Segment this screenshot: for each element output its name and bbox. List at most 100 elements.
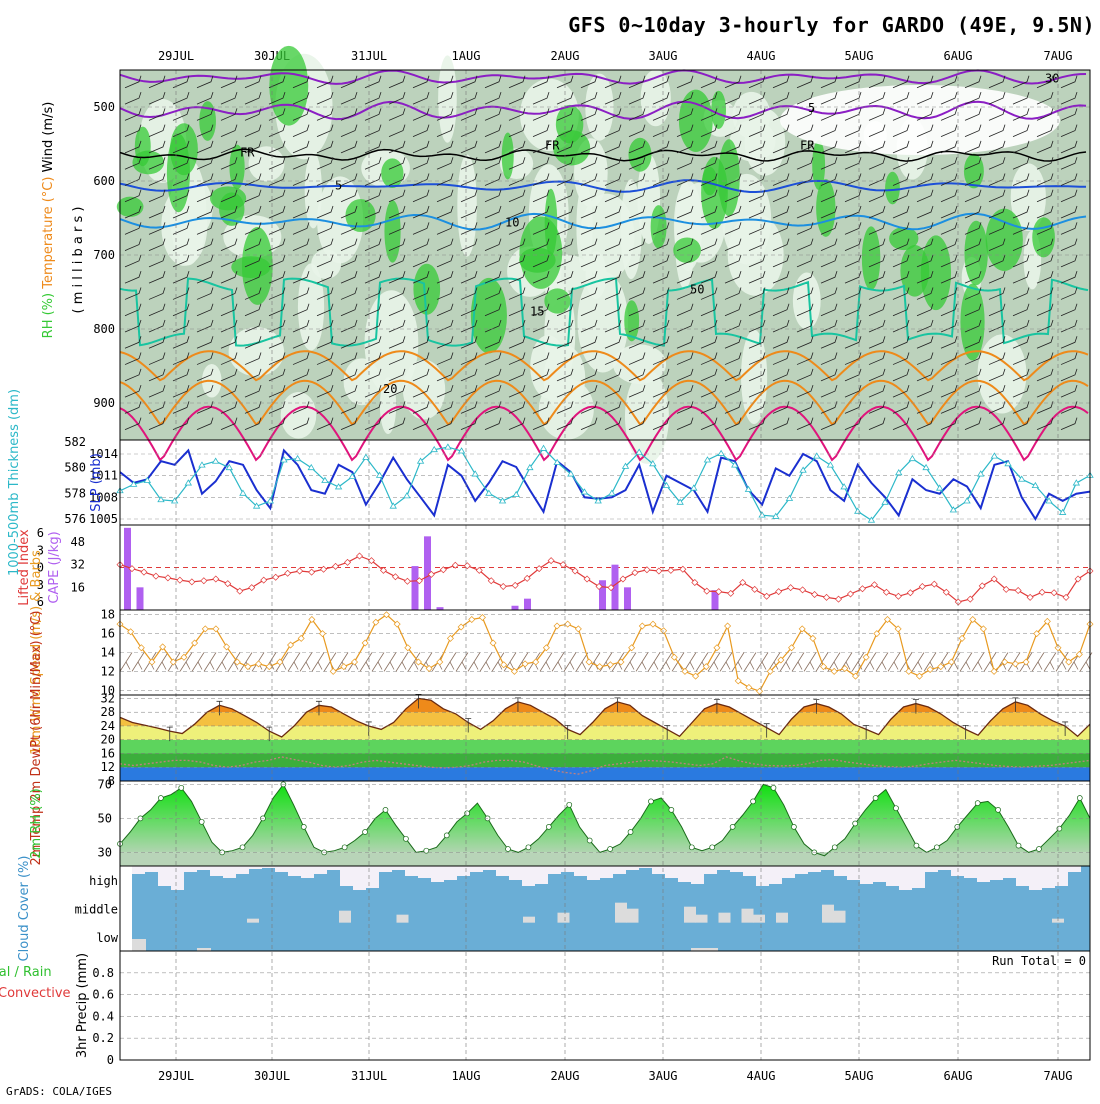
lifted-index-point bbox=[499, 582, 507, 590]
wind-barb bbox=[316, 189, 334, 203]
wind-barb bbox=[580, 222, 598, 235]
wind-barb-10m bbox=[635, 652, 649, 672]
temp-band bbox=[120, 739, 1090, 754]
wind-speed-point bbox=[947, 658, 955, 666]
wind-speed-point bbox=[1065, 658, 1073, 666]
thickness-point bbox=[252, 502, 261, 509]
cloud-high-bar bbox=[899, 866, 912, 890]
wind-barb bbox=[1060, 401, 1078, 414]
wind-barb bbox=[1012, 287, 1030, 300]
cloud-high-bar bbox=[301, 866, 314, 878]
wind-barb bbox=[700, 319, 718, 333]
wind-barb bbox=[1036, 336, 1054, 349]
wind-barb bbox=[388, 303, 406, 317]
wind-barb bbox=[796, 254, 814, 268]
cloud-high-bar bbox=[964, 866, 977, 878]
rh-moist-patch bbox=[861, 226, 881, 291]
wind-barb bbox=[316, 75, 334, 89]
wind-barb bbox=[604, 222, 622, 235]
wind-barb bbox=[532, 108, 550, 121]
wind-barb bbox=[1036, 238, 1054, 251]
wind-barb bbox=[700, 352, 718, 365]
wind-barb bbox=[1012, 384, 1030, 398]
wind-barb bbox=[124, 303, 142, 317]
wind-barb bbox=[700, 336, 718, 349]
slp-tick-label: 1011 bbox=[89, 469, 118, 483]
lifted-index-point bbox=[320, 565, 328, 573]
rh-point bbox=[382, 807, 389, 813]
wind-barb bbox=[412, 417, 430, 431]
wind-barb bbox=[628, 157, 646, 170]
wind-barb-10m bbox=[335, 652, 349, 672]
wind-barb bbox=[484, 368, 502, 382]
wind-barb bbox=[412, 222, 430, 235]
wind-barb-10m bbox=[443, 652, 457, 672]
wind-barb bbox=[460, 319, 478, 333]
wind-barb bbox=[220, 189, 238, 203]
wind-barb bbox=[820, 271, 838, 284]
wind-barb bbox=[220, 271, 238, 284]
wind-barb bbox=[916, 108, 934, 121]
wind-barb-10m bbox=[455, 652, 469, 672]
wind-barb bbox=[700, 124, 718, 138]
wind-barb bbox=[148, 401, 166, 414]
cape-tick-label: 48 bbox=[71, 535, 85, 549]
wind-barb bbox=[988, 222, 1006, 235]
wind-barb bbox=[940, 417, 958, 431]
wind-barb bbox=[292, 205, 310, 219]
rh-moist-patch bbox=[628, 137, 652, 172]
run-total-label: Run Total = 0 bbox=[992, 954, 1086, 968]
wind-barb bbox=[292, 124, 310, 138]
wind-barb bbox=[652, 254, 670, 268]
panel-frame bbox=[119, 439, 1091, 526]
cloud-high-bar bbox=[574, 866, 587, 876]
wind-barb bbox=[124, 91, 142, 105]
wind-speed-point bbox=[319, 630, 327, 638]
li-tick-label: 3 bbox=[37, 578, 44, 592]
cloud-high-bar bbox=[353, 866, 366, 890]
wind-barb bbox=[724, 238, 742, 251]
wind-barb bbox=[124, 271, 142, 284]
wind-barb bbox=[916, 238, 934, 251]
wind-barb bbox=[268, 140, 286, 154]
wind-barb bbox=[580, 173, 598, 186]
wind-barb bbox=[460, 368, 478, 382]
wind-barb bbox=[1012, 271, 1030, 284]
cloud-high-bar bbox=[275, 866, 288, 872]
wind-barb bbox=[772, 75, 790, 89]
chart-title: GFS 0~10day 3-hourly for GARDO (49E, 9.5… bbox=[568, 13, 1095, 37]
wind-barb bbox=[676, 287, 694, 300]
wind-barb bbox=[892, 384, 910, 398]
wind-tick-label: 14 bbox=[101, 646, 115, 660]
wind-barb bbox=[412, 271, 430, 284]
wind-barb bbox=[820, 238, 838, 251]
thickness-point bbox=[772, 512, 780, 519]
temp-minmax-bar bbox=[315, 700, 322, 716]
wind-barb bbox=[148, 238, 166, 251]
temp-ylabel: 2m Temp 2m DewPt (6hr Min/Max) (°C) bbox=[29, 611, 44, 866]
wind-barb bbox=[148, 222, 166, 235]
cloud-high-bar bbox=[1029, 866, 1042, 890]
wind-barb bbox=[340, 319, 358, 333]
precip-total-label: Total / Rain bbox=[0, 965, 52, 980]
wind-barb bbox=[652, 319, 670, 333]
thickness-ylabel: 1000-500mb Thickness (dm) bbox=[7, 389, 22, 576]
lifted-index-point bbox=[787, 584, 795, 592]
temp-tick-label: 32 bbox=[101, 691, 115, 705]
wind-barb bbox=[892, 124, 910, 138]
date-label-bottom: 30JUL bbox=[254, 1069, 290, 1083]
wind-speed-point bbox=[585, 658, 593, 666]
wind-barb bbox=[532, 287, 550, 300]
wind-barb bbox=[340, 384, 358, 398]
wind-barb bbox=[556, 287, 574, 300]
wind-barb bbox=[700, 205, 718, 219]
wind-barb bbox=[748, 108, 766, 121]
cloud-middle-bar bbox=[822, 904, 834, 923]
wind-barb bbox=[964, 303, 982, 317]
date-label-top: 6AUG bbox=[944, 49, 973, 63]
wind-barb bbox=[844, 384, 862, 398]
wind-barb bbox=[556, 319, 574, 333]
wind-barb bbox=[628, 303, 646, 317]
cloud-high-bar bbox=[158, 866, 171, 886]
lifted-index-point bbox=[823, 593, 831, 601]
